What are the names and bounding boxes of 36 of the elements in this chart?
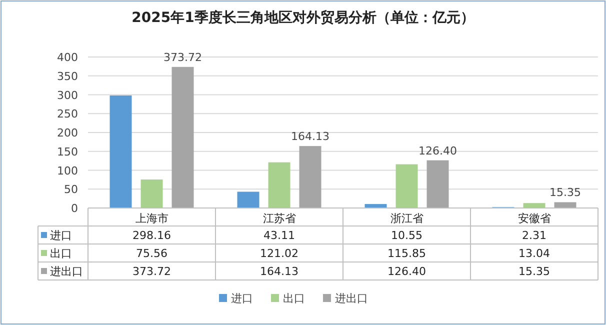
data-label: 75.56: [136, 247, 168, 260]
text: 进口: [231, 292, 253, 305]
data-label: 373.72: [132, 265, 171, 278]
data-label: 15.35: [518, 265, 550, 278]
text: 126.40: [418, 144, 457, 158]
text: 出口: [283, 292, 305, 305]
x-tick-label: 浙江省: [390, 212, 424, 225]
data-label: 126.40: [388, 265, 426, 278]
legend-label: 出口: [50, 247, 72, 260]
text: 进出口: [50, 265, 83, 278]
x-tick-label: 江苏省: [262, 212, 296, 225]
text: 15.35: [550, 186, 581, 200]
chart-title: 2025年1季度长三角地区对外贸易分析（单位：亿元）: [132, 9, 474, 26]
legend-label: 进口: [50, 229, 72, 242]
y-tick-label: 350: [57, 70, 78, 83]
y-tick-label: 150: [57, 145, 78, 158]
y-tick-label: 50: [64, 183, 78, 196]
y-tick-label: 0: [71, 202, 78, 215]
data-label: 13.04: [518, 247, 550, 260]
text: 164.13: [291, 130, 330, 144]
data-label: 43.11: [264, 229, 295, 242]
data-label: 298.16: [132, 229, 171, 242]
data-label: 121.02: [260, 247, 298, 260]
data-label: 2.31: [522, 229, 546, 242]
y-tick-label: 300: [57, 88, 78, 102]
x-tick-label: 安徽省: [518, 212, 551, 225]
x-tick-label: 上海市: [135, 212, 168, 225]
y-tick-label: 100: [57, 164, 78, 178]
text: 373.72: [164, 50, 202, 64]
data-label: 115.85: [388, 247, 426, 260]
y-tick-label: 400: [57, 51, 78, 64]
data-label: 164.13: [260, 265, 298, 278]
data-label: 10.55: [391, 229, 422, 242]
y-tick-label: 200: [57, 126, 78, 140]
y-tick-label: 250: [57, 108, 78, 121]
legend-label: 进出口: [335, 292, 368, 305]
